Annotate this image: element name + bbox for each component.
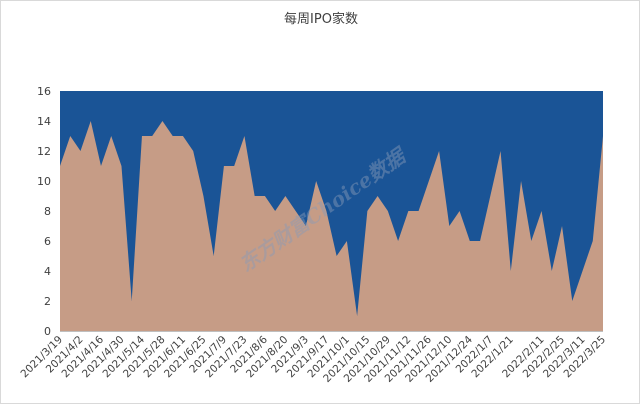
y-tick-label: 0 — [44, 325, 51, 338]
y-tick-label: 8 — [44, 205, 51, 218]
y-tick-label: 14 — [37, 115, 51, 128]
y-tick-label: 12 — [37, 145, 51, 158]
y-tick-label: 16 — [37, 85, 51, 98]
y-tick-label: 2 — [44, 295, 51, 308]
y-tick-label: 10 — [37, 175, 51, 188]
y-tick-label: 6 — [44, 235, 51, 248]
y-tick-label: 4 — [44, 265, 51, 278]
